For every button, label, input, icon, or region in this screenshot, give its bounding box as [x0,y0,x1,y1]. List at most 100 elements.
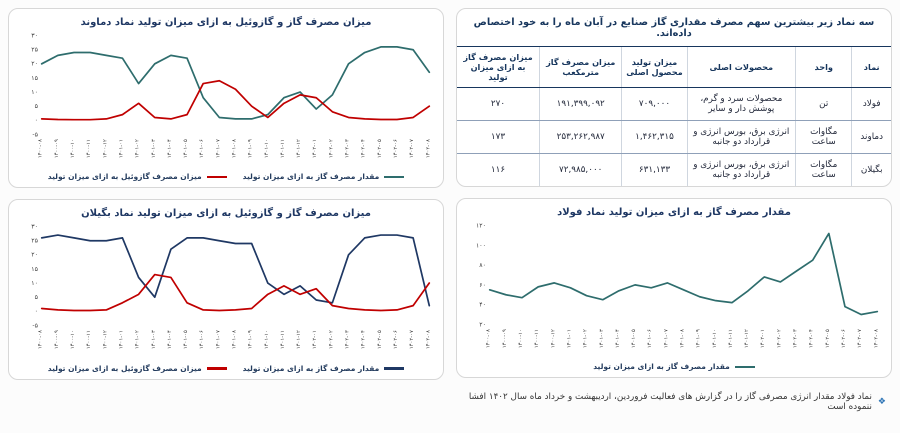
svg-text:۱۴۰۰-۱۲: ۱۴۰۰-۱۲ [550,329,556,348]
svg-text:۶۰: ۶۰ [479,282,486,289]
svg-text:۱۴۰۱-۰۷: ۱۴۰۱-۰۷ [663,329,669,348]
svg-text:۱۴۰۲-۰۴: ۱۴۰۲-۰۴ [361,330,367,349]
svg-text:۱۴۰۱-۰۶: ۱۴۰۱-۰۶ [199,330,205,349]
svg-text:۱۴۰۱-۰۲: ۱۴۰۱-۰۲ [135,330,141,349]
svg-text:۱۴۰۲-۰۳: ۱۴۰۲-۰۳ [793,329,799,348]
svg-text:۰: ۰ [35,309,38,316]
legend-item: میزان مصرف گازوئیل به ازای میزان تولید [48,364,227,373]
legend-foolad: مقدار مصرف گاز به ازای میزان تولید [465,362,883,371]
svg-text:۱۴۰۱-۰۳: ۱۴۰۱-۰۳ [151,139,157,158]
footnote: ❖ نماد فولاد مقدار انرژی مصرفی گاز را در… [456,389,892,412]
svg-text:۵: ۵ [35,294,38,301]
table-cell: انرژی برق، بورس انرژی و قرارداد دو جانبه [686,153,796,186]
svg-text:۱۴۰۲-۰۵: ۱۴۰۲-۰۵ [377,139,383,158]
svg-text:۱۴۰۲-۰۶: ۱۴۰۲-۰۶ [841,329,847,348]
svg-text:۱۴۰۱-۰۳: ۱۴۰۱-۰۳ [599,329,605,348]
line-chart-damavand: ۳۰ ۲۵ ۲۰ ۱۵ ۱۰ ۵ ۰ -۵ ۱۴۰۰-۰۸ ۱۴۰۰-۰۹ ۱۴۰۰-۱۰ ۱۴۰۰-… [17,28,435,172]
svg-text:۵: ۵ [35,103,38,110]
svg-text:۱۴۰۰-۱۰: ۱۴۰۰-۱۰ [70,139,76,158]
svg-text:۱۰۰: ۱۰۰ [476,242,486,249]
svg-text:۱۴۰۲-۰۳: ۱۴۰۲-۰۳ [345,330,351,349]
svg-text:۱۴۰۰-۱۱: ۱۴۰۰-۱۱ [534,329,540,348]
legend-item: مقدار مصرف گاز به ازای میزان تولید [243,364,405,373]
table-row: دماوند مگاوات ساعت انرژی برق، بورس انرژی و… [457,120,891,154]
table-cell: مگاوات ساعت [795,153,852,186]
svg-text:۱۴۰۰-۱۰: ۱۴۰۰-۱۰ [70,331,76,350]
svg-text:۱۴۰۱-۰۵: ۱۴۰۱-۰۵ [183,330,189,349]
table-cell: ۷۲,۹۸۵,۰۰۰ [538,153,622,186]
svg-text:-۵: -۵ [32,323,38,330]
damavand-chart-panel: میزان مصرف گاز و گازوئیل به ازای میزان ت… [8,8,444,189]
svg-text:۸۰: ۸۰ [479,262,486,269]
svg-text:۱۴۰۱-۰۳: ۱۴۰۱-۰۳ [151,330,157,349]
legend-line-swatch-icon [206,175,227,179]
svg-text:۱۴۰۱-۰۸: ۱۴۰۱-۰۸ [231,330,237,349]
chart-title-damavand: میزان مصرف گاز و گازوئیل به ازای میزان ت… [80,17,372,28]
table-cell: انرژی برق، بورس انرژی و قرارداد دو جانبه [686,120,796,154]
svg-text:۱۴۰۱-۱۰: ۱۴۰۱-۱۰ [264,331,270,350]
table-cell: تن [795,87,852,121]
svg-text:۴۰: ۴۰ [479,302,486,309]
svg-text:۱۴۰۱-۰۱: ۱۴۰۱-۰۱ [566,329,572,348]
svg-text:۱۴۰۱-۰۹: ۱۴۰۱-۰۹ [696,329,702,348]
svg-text:۱۴۰۲-۰۸: ۱۴۰۲-۰۸ [425,330,431,349]
svg-text:۱۴۰۱-۱۲: ۱۴۰۱-۱۲ [296,139,302,158]
svg-text:۱۵: ۱۵ [31,75,38,82]
svg-text:۱۴۰۱-۰۶: ۱۴۰۱-۰۶ [199,139,205,158]
svg-text:۱۴۰۲-۰۴: ۱۴۰۲-۰۴ [361,139,367,158]
data-line [40,46,431,120]
svg-text:۱۰: ۱۰ [31,280,38,287]
svg-text:۱۴۰۱-۰۱: ۱۴۰۱-۰۱ [118,139,124,158]
svg-text:۱۴۰۱-۰۹: ۱۴۰۱-۰۹ [248,330,254,349]
legend-line-swatch-icon [734,365,755,369]
bgilan-chart-panel: میزان مصرف گاز و گازوئیل به ازای میزان ت… [8,199,444,380]
table-cell: ۱۹۱,۳۹۹,۰۹۲ [538,87,622,121]
svg-text:۲۰: ۲۰ [31,252,38,259]
svg-text:۱۴۰۰-۱۰: ۱۴۰۰-۱۰ [518,329,524,348]
svg-text:۱۴۰۰-۰۸: ۱۴۰۰-۰۸ [486,329,492,348]
svg-text:۱۴۰۲-۰۷: ۱۴۰۲-۰۷ [409,330,415,349]
legend-bgilan: مقدار مصرف گاز به ازای میزان تولید میزان … [17,364,435,373]
svg-text:۱۴۰۱-۰۴: ۱۴۰۱-۰۴ [615,329,621,348]
svg-text:۱۴۰۱-۰۴: ۱۴۰۱-۰۴ [167,330,173,349]
svg-text:۲۵: ۲۵ [31,47,38,54]
svg-text:۱۴۰۰-۰۸: ۱۴۰۰-۰۸ [38,330,44,349]
legend-item: میزان مصرف گازوئیل به ازای میزان تولید [48,172,227,181]
svg-text:۱۴۰۲-۰۶: ۱۴۰۲-۰۶ [393,330,399,349]
svg-text:۱۴۰۱-۱۱: ۱۴۰۱-۱۱ [280,331,286,350]
svg-text:۲۰: ۲۰ [479,321,486,328]
svg-text:۱۴۰۱-۰۵: ۱۴۰۱-۰۵ [631,329,637,348]
table-cell: ۲۷۰ [457,87,540,121]
table-cell: ۱,۴۶۲,۳۱۵ [621,120,688,154]
charts-column: میزان مصرف گاز و گازوئیل به ازای میزان ت… [8,8,444,431]
svg-text:۱۴۰۱-۰۲: ۱۴۰۱-۰۲ [583,329,589,348]
chart-title-foolad: مقدار مصرف گاز به ازای میزان تولید نماد … [557,207,791,218]
svg-text:۱۴۰۲-۰۶: ۱۴۰۲-۰۶ [393,139,399,158]
svg-text:۱۴۰۱-۱۱: ۱۴۰۱-۱۱ [280,139,286,158]
svg-text:۱۴۰۱-۰۴: ۱۴۰۱-۰۴ [167,139,173,158]
legend-label: مقدار مصرف گاز به ازای میزان تولید [242,172,380,182]
legend-item: مقدار مصرف گاز به ازای میزان تولید [243,172,405,181]
table-cell: محصولات سرد و گرم، پوشش دار و سایر [686,87,796,121]
svg-text:۱۴۰۱-۰۷: ۱۴۰۱-۰۷ [215,330,221,349]
svg-text:۱۴۰۲-۰۵: ۱۴۰۲-۰۵ [825,329,831,348]
svg-text:۱۴۰۰-۱۱: ۱۴۰۰-۱۱ [86,331,92,350]
column-header: میزان مصرف گاز به ازای میزان تولید [457,47,540,88]
legend-line-swatch-icon [384,367,405,370]
footnote-text: نماد فولاد مقدار انرژی مصرفی گاز را در گ… [468,392,872,413]
svg-text:۳۰: ۳۰ [31,224,38,231]
svg-text:۲۵: ۲۵ [31,238,38,245]
svg-text:۱۴۰۲-۰۳: ۱۴۰۲-۰۳ [345,139,351,158]
line-chart-bgilan: ۳۰ ۲۵ ۲۰ ۱۵ ۱۰ ۵ ۰ -۵ ۱۴۰۰-۰۸ ۱۴۰۰-۰۹ ۱۴۰۰-۱۰ ۱۴۰۰-… [17,219,435,363]
svg-text:۱۴۰۲-۰۲: ۱۴۰۲-۰۲ [328,330,334,349]
svg-text:۱۴۰۰-۱۲: ۱۴۰۰-۱۲ [102,330,108,349]
table-cell: بگیلان [851,153,891,186]
svg-text:۱۴۰۰-۰۹: ۱۴۰۰-۰۹ [54,330,60,349]
svg-text:۱۴۰۰-۰۹: ۱۴۰۰-۰۹ [54,139,60,158]
svg-text:۱۴۰۱-۱۲: ۱۴۰۱-۱۲ [744,329,750,348]
svg-text:۱۴۰۱-۰۱: ۱۴۰۱-۰۱ [118,331,124,350]
legend-item: مقدار مصرف گاز به ازای میزان تولید [593,362,755,371]
svg-text:۱۴۰۲-۰۸: ۱۴۰۲-۰۸ [425,139,431,158]
svg-text:۱۴۰۱-۰۲: ۱۴۰۱-۰۲ [135,139,141,158]
